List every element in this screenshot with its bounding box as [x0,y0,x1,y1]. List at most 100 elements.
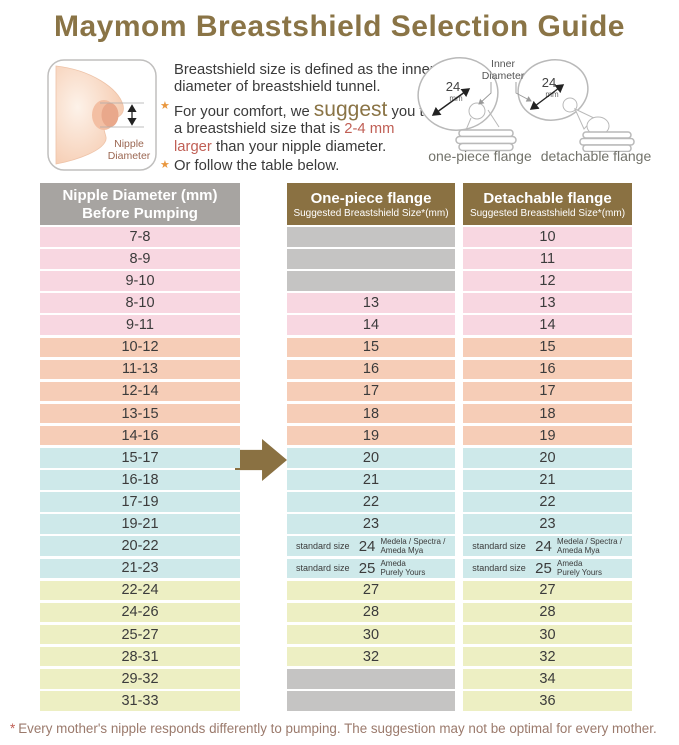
cell-one-piece-size: 14 [287,315,455,335]
header-line: Detachable flange [483,189,612,207]
cell-nipple-range: 24-26 [40,602,240,623]
size-value: 25 [358,559,376,577]
one-piece-tunnel-shape [468,102,486,120]
table-row: 17-19 22 22 [0,492,679,514]
table-row: 31-33 36 [0,691,679,713]
cell-detachable-size: 14 [463,315,632,335]
cell-nipple-range: 14-16 [40,425,240,446]
table-row: 8-10 13 13 [0,293,679,315]
cell-one-piece-size: 13 [287,293,455,313]
standard-size-label: standard size [472,541,526,552]
cell-nipple-range: 13-15 [40,403,240,424]
leader-line-right [515,82,532,102]
cell-one-piece-size: 30 [287,624,455,645]
table-row: 9-10 12 [0,271,679,293]
brand-names: Medela / Spectra / Ameda Mya [380,536,446,556]
flange1-diameter-arrow-icon [431,88,471,116]
cell-one-piece-size-empty [287,691,455,711]
cell-nipple-range: 8-9 [40,249,240,269]
cell-one-piece-size: 28 [287,602,455,623]
table-row: 28-31 32 32 [0,646,679,669]
cell-nipple-range: 25-27 [40,624,240,645]
cell-detachable-size: 19 [463,425,632,446]
size-value: 25 [535,559,552,577]
column-header-detachable-flange: Detachable flange Suggested Breastshield… [463,183,632,225]
page-title: Maymom Breastshield Selection Guide [54,10,625,43]
header-line: Nipple Diameter (mm) [62,186,218,204]
cell-detachable-size: 28 [463,602,632,623]
cell-nipple-range: 10-12 [40,337,240,357]
info-text-segment: than your nipple diameter. [211,138,387,155]
detachable-bottle-rib [582,131,632,139]
cell-detachable-size: 21 [463,470,632,490]
cell-detachable-size: 16 [463,359,632,380]
info-text-segment: Or follow the table below. [174,158,340,175]
nipple-diameter-label-line1: Nipple [114,138,144,150]
cell-detachable-size: standard size 25 Ameda Purely Yours [463,558,632,578]
info-line: ★ For your comfort, we suggest you try a … [160,99,436,156]
one-piece-flange-label: one-piece flange [428,148,532,164]
nipple-shape [101,103,119,127]
cell-one-piece-size-empty [287,249,455,269]
one-piece-bottle-rib [458,129,514,138]
cell-detachable-size: 30 [463,624,632,645]
cell-one-piece-size: standard size 25 Ameda Purely Yours [287,558,455,578]
cell-detachable-size: 17 [463,381,632,402]
brand-names: Ameda Purely Yours [380,559,426,578]
info-line: ★ Or follow the table below. [160,158,436,175]
cell-one-piece-size-empty [287,271,455,291]
cell-one-piece-size: 20 [287,448,455,468]
cell-detachable-size: 32 [463,646,632,667]
one-piece-bottle-rib [458,142,514,152]
header-line: Before Pumping [82,204,198,222]
cell-nipple-range: 20-22 [40,536,240,556]
standard-size-label: standard size [296,563,350,574]
brand-names: Medela / Spectra / Ameda Mya [557,536,622,556]
info-text-segment: suggest [313,97,388,121]
cell-one-piece-size-empty [287,227,455,247]
cell-one-piece-size: 15 [287,337,455,357]
table-row: 24-26 28 28 [0,602,679,625]
header-line: One-piece flange [310,189,432,207]
cell-one-piece-size-empty [287,669,455,689]
table-row: 19-21 23 23 [0,514,679,536]
cell-detachable-size: 12 [463,271,632,291]
table-row: 12-14 17 17 [0,381,679,404]
inner-diameter-label-line1: Inner [491,58,515,70]
table-row: 10-12 15 15 [0,337,679,360]
cell-detachable-size: 34 [463,669,632,689]
info-text-segment: Breastshield size is defined as the inne… [174,62,435,96]
table-row: 7-8 10 [0,227,679,249]
cell-nipple-range: 12-14 [40,381,240,402]
cell-one-piece-size: 16 [287,359,455,380]
info-text-segment: 2-4 mm larger [174,121,395,155]
cell-nipple-range: 9-10 [40,271,240,291]
table-row: 21-23 standard size 25 Ameda Purely Yours st… [0,558,679,581]
nipple-diameter-label-line2: Diameter [108,150,151,162]
table-row: 25-27 30 30 [0,624,679,647]
cell-nipple-range: 16-18 [40,470,240,490]
one-piece-neck-shape [465,109,500,131]
one-piece-bottle-rib [455,135,517,145]
cell-detachable-size: 15 [463,337,632,357]
footnote-text: Every mother's nipple responds different… [18,721,657,736]
info-line: Breastshield size is defined as the inne… [160,62,436,97]
flange2-diameter-arrow-icon [529,84,565,110]
cell-nipple-range: 22-24 [40,580,240,601]
inner-diameter-label-line2: Diameter [482,70,525,82]
cell-nipple-range: 19-21 [40,514,240,534]
flange2-size-value: 24 [542,75,556,90]
cell-one-piece-size: 17 [287,381,455,402]
standard-size-label: standard size [472,563,526,574]
cell-detachable-size: 23 [463,514,632,534]
info-text: Breastshield size is defined as the inne… [160,62,436,178]
table-row: 8-9 11 [0,249,679,271]
cell-nipple-range: 29-32 [40,669,240,689]
cell-nipple-range: 28-31 [40,646,240,667]
cell-one-piece-size: 19 [287,425,455,446]
cell-one-piece-size: 21 [287,470,455,490]
cell-one-piece-size: 18 [287,403,455,424]
flange-diagram: Inner Diameter 24 mm 24 mm [417,57,635,152]
table-row: 16-18 21 21 [0,470,679,492]
cell-detachable-size: 20 [463,448,632,468]
